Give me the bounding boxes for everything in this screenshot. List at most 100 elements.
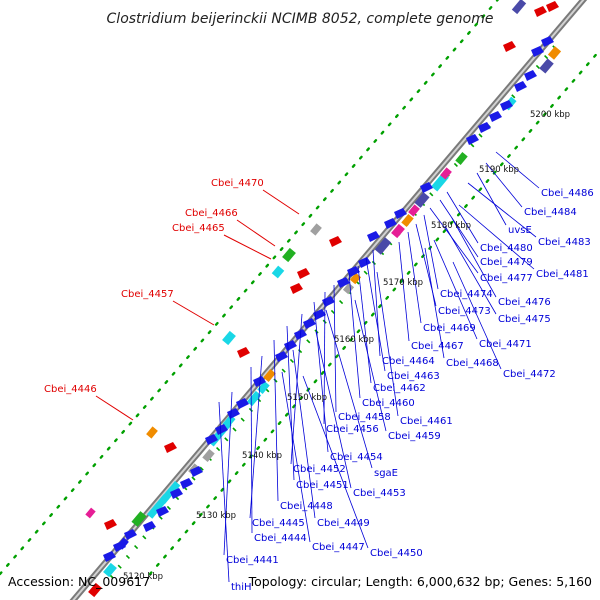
leader-reverse-18 [365,257,386,372]
label-cbei-4483: Cbei_4483 [538,237,591,248]
leader-reverse-13 [433,239,478,340]
scale-tick-1 [117,564,122,569]
label-cbei-4460: Cbei_4460 [362,398,415,409]
label-cbei-4448: Cbei_4448 [280,501,333,512]
gene-box-14 [342,282,355,295]
label-uvse: uvsE [508,225,532,236]
scale-tick-20 [273,378,278,383]
leader-reverse-25 [313,301,329,453]
label-leaders-layer [95,151,540,583]
genome-summary-text: Topology: circular; Length: 6,000,632 bp… [248,574,592,589]
gene-arrow-17 [313,309,326,320]
scale-tick-49 [511,94,516,99]
scale-tick-10 [191,476,196,481]
label-cbei-4465: Cbei_4465 [172,223,225,234]
gene-arrow-4 [156,506,169,517]
scale-tick-4 [142,535,147,540]
gene-arrow-12 [253,376,266,387]
label-cbei-4463: Cbei_4463 [387,371,440,382]
scale-tick-21 [281,368,286,373]
gene-arrow-26 [466,134,479,145]
label-cbei-4472: Cbei_4472 [503,369,556,380]
label-cbei-4449: Cbei_4449 [317,518,370,529]
label-cbei-4464: Cbei_4464 [382,356,435,367]
leader-reverse-11 [444,225,497,315]
gene-arrow-30 [514,81,527,92]
scale-tick-14 [224,437,229,442]
gene-arrow-3 [143,521,156,532]
label-cbei-4468: Cbei_4468 [446,358,499,369]
leader-reverse-5 [439,199,479,258]
scale-tick-31 [363,270,368,275]
leader-reverse-6 [458,204,535,270]
gene-box-9 [257,381,270,394]
gene-arrow-22 [367,231,380,242]
gene-arrow-6 [180,478,193,489]
leader-forward-4 [95,395,134,421]
gene-arrow-1 [113,541,126,552]
gene-box-10 [263,369,276,382]
leader-reverse-17 [372,249,381,357]
gene-arrow-24 [394,208,407,219]
leader-reverse-35 [302,375,369,549]
label-cbei-4458: Cbei_4458 [338,412,391,423]
gene-arrow-2 [124,529,137,540]
gene-arrow-20 [347,266,360,277]
genome-title: Clostridium beijerinckii NCIMB 8052, com… [107,11,494,27]
gene-arrow-7 [190,466,203,477]
leader-forward-1 [236,219,276,247]
gene-arrow-16 [303,318,316,329]
leader-reverse-15 [424,247,445,359]
gene-box-13 [349,272,362,285]
leader-reverse-0 [495,151,540,189]
gene-arrow-13 [275,351,288,362]
label-cbei-4447: Cbei_4447 [312,542,365,553]
gene-arrow-38 [164,442,177,453]
gene-box-5 [88,582,102,598]
scale-tick-53 [544,55,549,60]
scale-tick-28 [339,300,344,305]
leader-reverse-27 [325,309,373,469]
scale-tick-15 [232,427,237,432]
genes-layer [85,0,562,598]
gene-arrow-40 [503,41,516,52]
scale-tick-22 [289,358,294,363]
leader-reverse-33 [250,366,253,534]
gene-box-25 [547,46,562,60]
leader-reverse-20 [348,272,361,399]
leader-reverse-36 [223,391,233,556]
kbp-tick-5120: 5120 kbp [123,572,163,582]
label-cbei-4466: Cbei_4466 [185,208,238,219]
gene-box-2 [131,511,147,527]
label-cbei-4467: Cbei_4467 [411,341,464,352]
scale-tick-13 [216,447,221,452]
label-cbei-4451: Cbei_4451 [296,480,349,491]
gene-arrow-32 [531,46,544,57]
label-cbei-4461: Cbei_4461 [400,416,453,427]
gene-box-17 [401,214,414,227]
label-cbei-4475: Cbei_4475 [498,314,551,325]
leader-reverse-3 [467,182,537,238]
leader-reverse-29 [315,331,352,489]
label-cbei-4476: Cbei_4476 [498,297,551,308]
gene-arrow-37 [237,347,250,358]
kbp-tick-5130: 5130 kbp [196,511,236,521]
scale-tick-11 [199,466,204,471]
label-cbei-4477: Cbei_4477 [480,273,533,284]
scale-tick-6 [158,515,163,520]
gene-box-1 [159,481,181,504]
kbp-tick-5140: 5140 kbp [242,451,282,461]
leader-reverse-2 [476,172,507,226]
scale-tick-44 [470,143,475,148]
gene-arrow-10 [227,408,240,419]
gene-box-15 [374,237,392,255]
leader-reverse-12 [407,231,422,324]
leader-forward-0 [262,189,300,215]
label-cbei-4479: Cbei_4479 [480,257,533,268]
label-cbei-4450: Cbei_4450 [370,548,423,559]
gene-arrow-14 [284,340,297,351]
gene-box-32 [85,507,96,519]
label-cbei-4459: Cbei_4459 [388,431,441,442]
label-cbei-4471: Cbei_4471 [479,339,532,350]
